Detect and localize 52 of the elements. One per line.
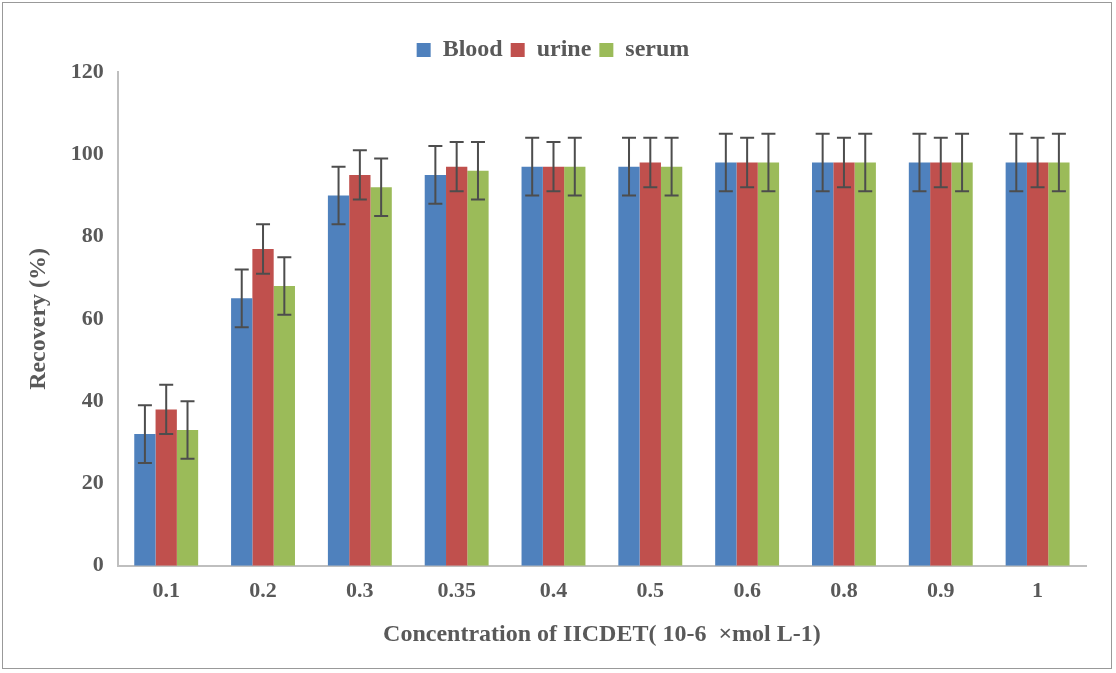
bar (833, 162, 855, 566)
y-tick-label: 40 (81, 386, 104, 412)
x-tick-label: 0.4 (539, 576, 568, 602)
bar (812, 162, 834, 566)
y-tick-label: 60 (81, 304, 104, 330)
legend-label: serum (625, 35, 690, 62)
y-tick-label: 80 (81, 222, 104, 248)
bar (176, 430, 199, 566)
bar (446, 166, 468, 566)
bar (467, 170, 489, 566)
bar (930, 162, 952, 566)
x-tick-label: 0.3 (346, 576, 374, 602)
x-axis-title: Concentration of IICDET( 10-6 ×mol L-1) (383, 619, 821, 646)
x-tick-label: 0.2 (249, 576, 277, 602)
bar (1005, 162, 1027, 566)
bar (424, 174, 447, 566)
bar (370, 187, 392, 566)
x-tick-label: 0.1 (152, 576, 180, 602)
bar (134, 434, 156, 566)
y-axis-title: Recovery (%) (23, 247, 50, 390)
bar (715, 162, 737, 566)
bar (564, 166, 586, 566)
bar (660, 166, 683, 566)
bar (854, 162, 876, 566)
bar (231, 298, 253, 566)
y-tick-label: 100 (70, 139, 104, 165)
bar (908, 162, 931, 566)
bar (542, 166, 565, 566)
legend-label: Blood (442, 35, 504, 62)
bar (273, 285, 295, 566)
bar (327, 195, 350, 566)
bar (639, 162, 661, 566)
bar (252, 248, 274, 566)
y-tick-label: 120 (70, 57, 104, 83)
y-tick-label: 0 (92, 551, 104, 577)
bar (736, 162, 758, 566)
bar (757, 162, 780, 566)
x-tick-label: 0.35 (437, 576, 476, 602)
bar (1026, 162, 1049, 566)
bar (1048, 162, 1070, 566)
bar (155, 409, 177, 566)
x-tick-label: 0.9 (927, 576, 955, 602)
y-tick-label: 20 (81, 469, 104, 495)
bar (618, 166, 640, 566)
x-tick-label: 0.8 (830, 576, 858, 602)
x-tick-label: 1 (1032, 576, 1044, 602)
x-tick-label: 0.5 (636, 576, 665, 602)
bar (951, 162, 973, 566)
bar (521, 166, 543, 566)
x-tick-label: 0.6 (733, 576, 761, 602)
legend-label: urine (536, 35, 592, 62)
bar (349, 174, 371, 566)
